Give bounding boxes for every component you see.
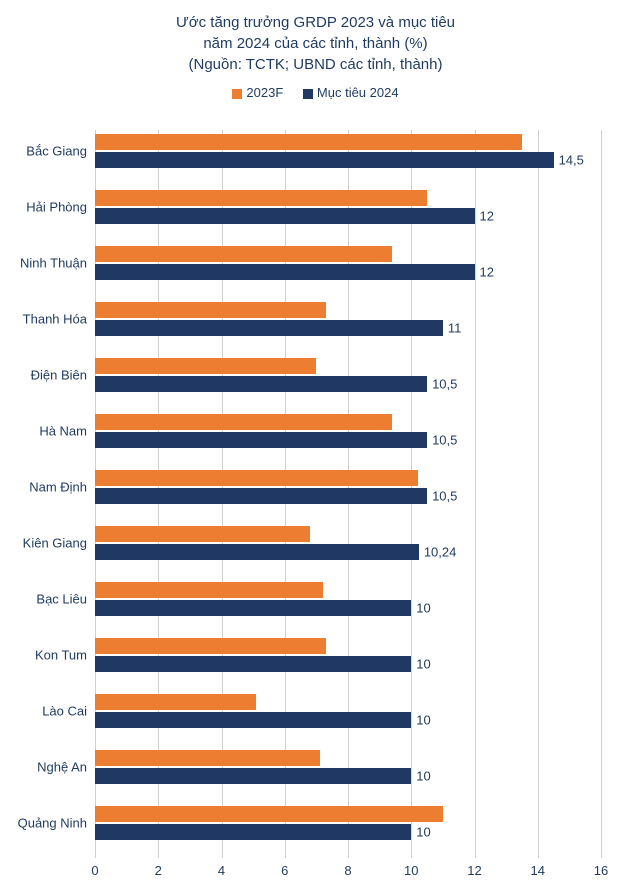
x-tick-label: 8 bbox=[344, 863, 351, 878]
grdp-chart: Ước tăng trưởng GRDP 2023 và mục tiêu nă… bbox=[0, 0, 631, 888]
category-group: Điện Biên10,5 bbox=[95, 354, 601, 396]
plot-area: 0246810121416Bắc Giang14,5Hải Phòng12Nin… bbox=[95, 130, 601, 858]
category-group: Ninh Thuận12 bbox=[95, 242, 601, 284]
bar-2024: 10 bbox=[95, 600, 411, 616]
category-group: Kiên Giang10,24 bbox=[95, 522, 601, 564]
bar-2023 bbox=[95, 638, 326, 654]
chart-legend: 2023F Mục tiêu 2024 bbox=[0, 85, 631, 100]
bar-2023 bbox=[95, 134, 522, 150]
bar-2023 bbox=[95, 582, 323, 598]
bar-2023 bbox=[95, 302, 326, 318]
chart-title: Ước tăng trưởng GRDP 2023 và mục tiêu nă… bbox=[0, 0, 631, 75]
category-label: Bắc Giang bbox=[26, 144, 95, 159]
bar-2023 bbox=[95, 190, 427, 206]
category-group: Thanh Hóa11 bbox=[95, 298, 601, 340]
bar-2024: 10,24 bbox=[95, 544, 419, 560]
x-tick-label: 2 bbox=[155, 863, 162, 878]
category-group: Nam Định10,5 bbox=[95, 466, 601, 508]
x-tick-label: 16 bbox=[594, 863, 608, 878]
legend-label-2024: Mục tiêu 2024 bbox=[317, 85, 399, 100]
value-label-2024: 10 bbox=[411, 769, 430, 784]
value-label-2024: 10 bbox=[411, 657, 430, 672]
title-line1: Ước tăng trưởng GRDP 2023 và mục tiêu bbox=[176, 14, 455, 31]
bar-2023 bbox=[95, 246, 392, 262]
category-group: Hải Phòng12 bbox=[95, 186, 601, 228]
category-group: Lào Cai10 bbox=[95, 690, 601, 732]
bar-2023 bbox=[95, 694, 256, 710]
category-group: Hà Nam10,5 bbox=[95, 410, 601, 452]
bar-2024: 10,5 bbox=[95, 376, 427, 392]
bar-2023 bbox=[95, 526, 310, 542]
x-tick-label: 12 bbox=[467, 863, 481, 878]
value-label-2024: 10,5 bbox=[427, 433, 457, 448]
category-group: Nghệ An10 bbox=[95, 746, 601, 788]
category-label: Kon Tum bbox=[35, 648, 95, 663]
category-label: Hà Nam bbox=[39, 424, 95, 439]
value-label-2024: 10 bbox=[411, 713, 430, 728]
bar-2024: 10 bbox=[95, 824, 411, 840]
bar-2024: 14,5 bbox=[95, 152, 554, 168]
category-label: Lào Cai bbox=[42, 704, 95, 719]
category-label: Ninh Thuận bbox=[20, 256, 95, 271]
bar-2024: 12 bbox=[95, 264, 475, 280]
value-label-2024: 12 bbox=[475, 209, 494, 224]
category-label: Hải Phòng bbox=[26, 200, 95, 215]
category-group: Bạc Liêu10 bbox=[95, 578, 601, 620]
bar-2023 bbox=[95, 470, 418, 486]
gridline bbox=[601, 130, 602, 858]
bar-2024: 10 bbox=[95, 712, 411, 728]
x-tick-label: 6 bbox=[281, 863, 288, 878]
category-group: Quảng Ninh10 bbox=[95, 802, 601, 844]
category-label: Nam Định bbox=[29, 480, 95, 495]
category-label: Nghệ An bbox=[37, 760, 95, 775]
bar-2024: 12 bbox=[95, 208, 475, 224]
bar-2024: 10 bbox=[95, 768, 411, 784]
category-label: Điện Biên bbox=[31, 368, 95, 383]
bar-2023 bbox=[95, 750, 320, 766]
x-tick-label: 14 bbox=[531, 863, 545, 878]
category-group: Kon Tum10 bbox=[95, 634, 601, 676]
legend-item-2023: 2023F bbox=[232, 85, 283, 100]
category-group: Bắc Giang14,5 bbox=[95, 130, 601, 172]
title-line2: năm 2024 của các tỉnh, thành (%) bbox=[203, 35, 427, 52]
bar-2023 bbox=[95, 358, 316, 374]
legend-item-2024: Mục tiêu 2024 bbox=[303, 85, 399, 100]
category-label: Kiên Giang bbox=[23, 536, 95, 551]
category-label: Quảng Ninh bbox=[18, 816, 95, 831]
bar-2024: 10,5 bbox=[95, 432, 427, 448]
bar-2023 bbox=[95, 414, 392, 430]
x-tick-label: 4 bbox=[218, 863, 225, 878]
bar-2024: 10 bbox=[95, 656, 411, 672]
value-label-2024: 10,24 bbox=[419, 545, 457, 560]
title-line3: (Nguồn: TCTK; UBND các tỉnh, thành) bbox=[189, 56, 443, 73]
legend-swatch-2023 bbox=[232, 89, 242, 99]
category-label: Thanh Hóa bbox=[23, 312, 95, 327]
value-label-2024: 10 bbox=[411, 825, 430, 840]
value-label-2024: 10,5 bbox=[427, 489, 457, 504]
value-label-2024: 10 bbox=[411, 601, 430, 616]
bar-2024: 11 bbox=[95, 320, 443, 336]
value-label-2024: 14,5 bbox=[554, 153, 584, 168]
bar-2023 bbox=[95, 806, 443, 822]
x-tick-label: 10 bbox=[404, 863, 418, 878]
value-label-2024: 12 bbox=[475, 265, 494, 280]
legend-label-2023: 2023F bbox=[246, 85, 283, 100]
value-label-2024: 11 bbox=[443, 321, 462, 336]
x-tick-label: 0 bbox=[91, 863, 98, 878]
value-label-2024: 10,5 bbox=[427, 377, 457, 392]
category-label: Bạc Liêu bbox=[36, 592, 95, 607]
legend-swatch-2024 bbox=[303, 89, 313, 99]
bar-2024: 10,5 bbox=[95, 488, 427, 504]
